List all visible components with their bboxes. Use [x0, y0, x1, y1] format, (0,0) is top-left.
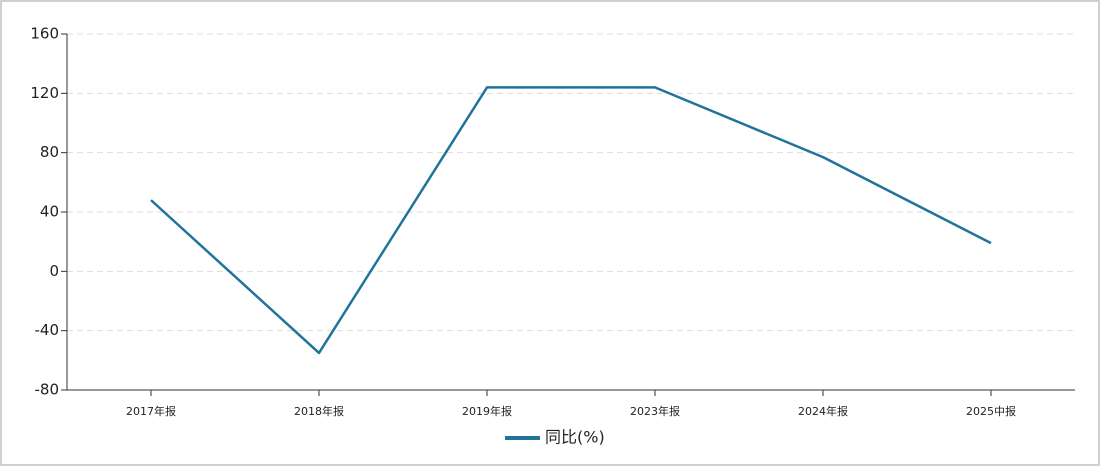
x-tick-label: 2017年报 — [126, 404, 176, 418]
x-tick-label: 2018年报 — [294, 404, 344, 418]
x-tick-label: 2024年报 — [798, 404, 848, 418]
legend-label: 同比(%) — [545, 428, 605, 447]
y-tick-label: -40 — [35, 321, 60, 339]
x-tick-label: 2023年报 — [630, 404, 680, 418]
y-tick-label: 80 — [40, 143, 59, 161]
y-tick-label: 160 — [30, 25, 59, 43]
series-line — [150, 86, 992, 355]
x-tick-label: 2025中报 — [966, 404, 1016, 418]
y-tick-label: 0 — [49, 262, 59, 280]
y-tick-label: 120 — [30, 84, 59, 102]
x-tick-label: 2019年报 — [462, 404, 512, 418]
y-tick-label: 40 — [40, 203, 59, 221]
y-tick-label: -80 — [35, 381, 60, 399]
